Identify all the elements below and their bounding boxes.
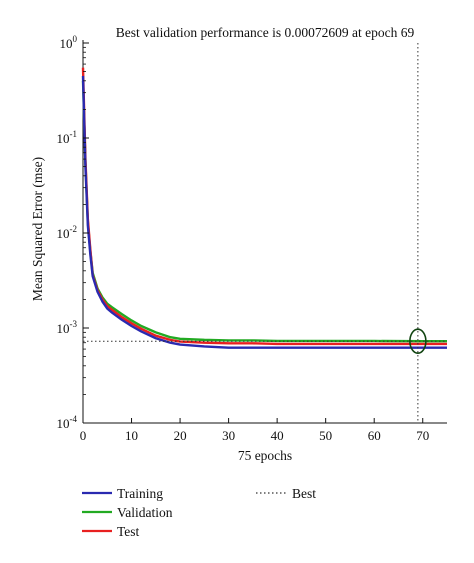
y-tick-label: 10-2 [57, 224, 78, 241]
x-tick-label: 50 [319, 428, 332, 443]
series-line-test [81, 67, 447, 346]
y-ticks: 100 10-1 10-2 10-3 10-4 [57, 34, 89, 431]
y-tick-label: 100 [60, 34, 78, 51]
legend-label-validation: Validation [117, 505, 173, 520]
x-ticks: 0 10 20 30 40 50 60 70 [80, 418, 429, 443]
x-axis-label: 75 epochs [238, 448, 292, 463]
x-tick-label: 40 [271, 428, 284, 443]
x-tick-label: 10 [125, 428, 138, 443]
x-tick-label: 30 [222, 428, 235, 443]
y-tick-label: 10-1 [57, 129, 78, 146]
legend: Training Validation Test Best [82, 486, 316, 539]
legend-label-training: Training [117, 486, 163, 501]
legend-label-test: Test [117, 524, 140, 539]
x-tick-label: 70 [416, 428, 429, 443]
y-tick-label: 10-4 [57, 414, 78, 431]
series-curves [81, 67, 447, 349]
y-tick-label: 10-3 [57, 319, 78, 336]
plot-area: 0 10 20 30 40 50 60 70 100 10-1 10-2 10-3 10-4 [57, 34, 447, 443]
x-tick-label: 20 [174, 428, 187, 443]
series-line-validation [81, 80, 447, 343]
y-axis-label: Mean Squared Error (mse) [30, 157, 45, 301]
best-point-marker [409, 328, 427, 355]
x-tick-label: 0 [80, 428, 87, 443]
series-line-training [81, 75, 447, 349]
legend-label-best: Best [292, 486, 316, 501]
x-tick-label: 60 [368, 428, 381, 443]
chart-title: Best validation performance is 0.0007260… [116, 25, 415, 40]
best-markers [83, 43, 447, 423]
